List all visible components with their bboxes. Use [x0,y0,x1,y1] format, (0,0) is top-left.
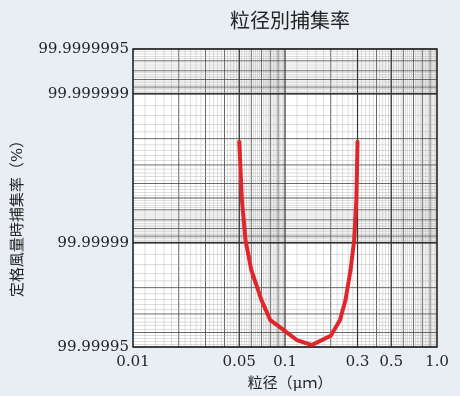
x-tick-label: 0.05 [223,352,256,370]
x-tick-label: 0.1 [273,352,297,370]
plot-frame [132,48,438,348]
x-tick-label: 0.01 [116,352,149,370]
data-line [237,139,360,348]
y-tick-label: 99.99999 [57,233,129,251]
y-tick-label: 99.999999 [48,84,129,102]
x-tick-label: 1.0 [425,352,449,370]
x-tick-label: 0.5 [379,352,403,370]
y-tick-label: 99.9999995 [38,39,129,57]
y-axis-label: 定格風量時捕集率（%） [8,133,26,297]
chart-title: 粒径別捕集率 [230,9,350,33]
y-tick-label: 99.99995 [57,337,129,355]
x-tick-label: 0.3 [346,352,370,370]
x-axis-label: 粒径（μｍ） [248,374,333,392]
